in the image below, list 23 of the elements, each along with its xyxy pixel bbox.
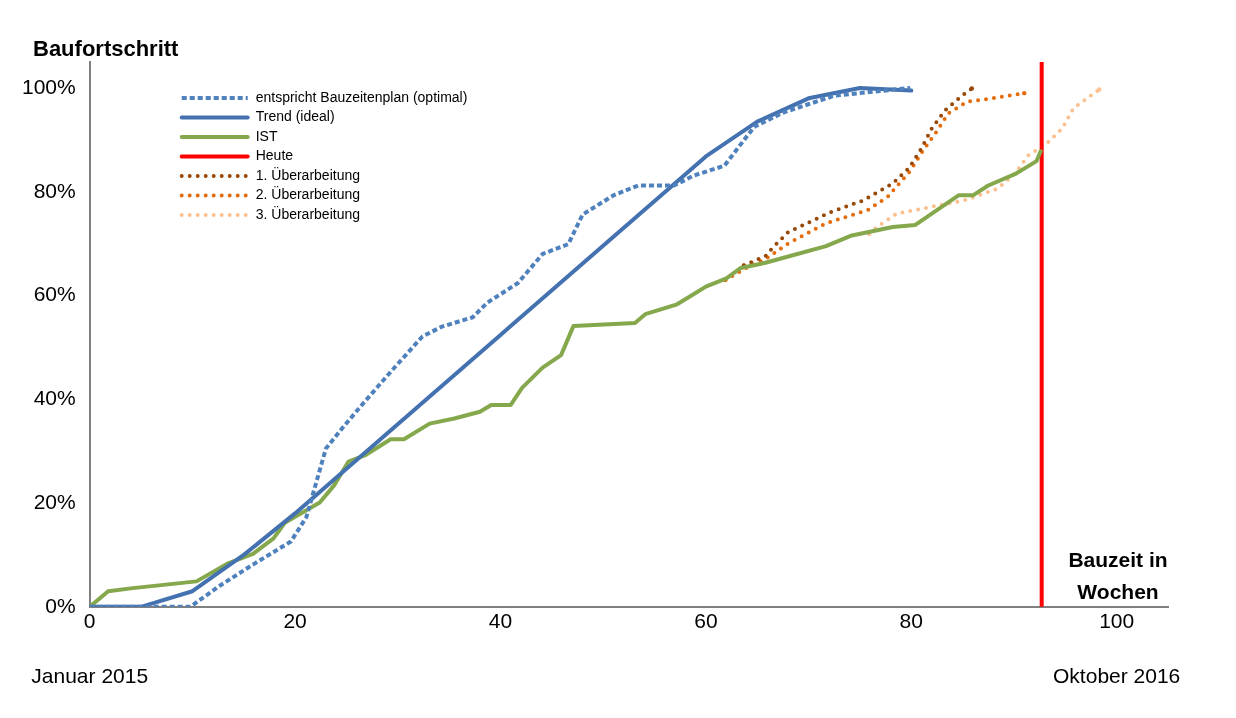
legend-label: 1. Überarbeitung	[255, 165, 361, 183]
x-tick-label: 60	[694, 609, 718, 633]
y-tick-label: 40%	[33, 386, 76, 410]
legend-label: IST	[255, 127, 278, 144]
x-axis-title: Bauzeit in Wochen	[1068, 547, 1168, 603]
y-tick-label: 0%	[45, 593, 76, 617]
legend-label: 3. Überarbeitung	[255, 204, 361, 222]
legend-label: 2. Überarbeitung	[255, 185, 361, 203]
x-tick-label: 20	[283, 609, 307, 633]
x-tick-label: 100	[1099, 609, 1135, 633]
legend-label: Trend (ideal)	[255, 108, 335, 125]
y-tick-label: 20%	[33, 489, 76, 513]
legend-label: entspricht Bauzeitenplan (optimal)	[255, 88, 468, 105]
y-tick-label: 100%	[21, 74, 76, 98]
text: Januar 2015	[31, 663, 149, 687]
chart-title: Baufortschritt	[33, 36, 180, 61]
x-tick-label: 80	[899, 609, 923, 633]
x-tick-label: 0	[83, 609, 96, 633]
x-tick-label: 40	[488, 609, 513, 633]
y-tick-label: 80%	[33, 178, 76, 202]
legend-label: Heute	[255, 147, 294, 164]
text: Oktober 2016	[1053, 663, 1181, 687]
y-tick-label: 60%	[33, 282, 76, 306]
